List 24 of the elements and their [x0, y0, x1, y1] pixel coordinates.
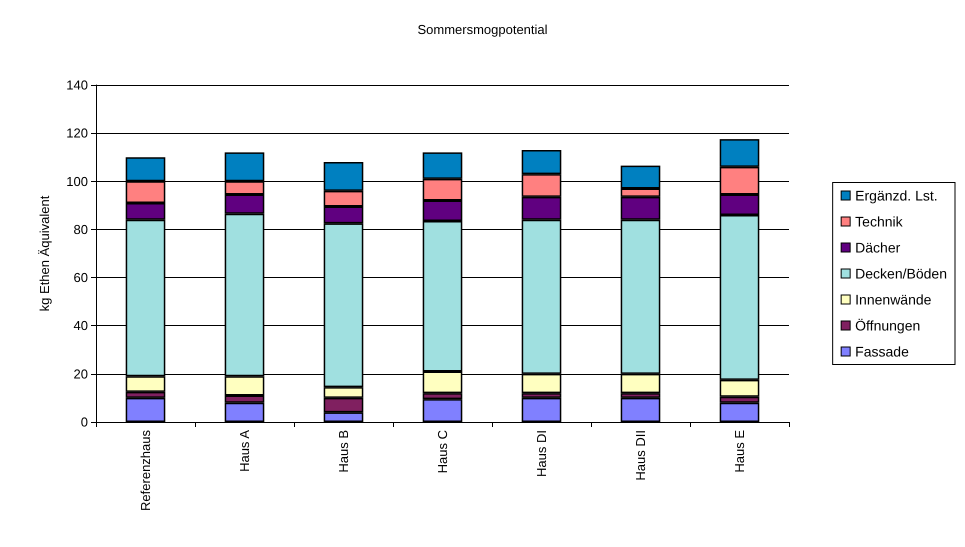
y-tick-label: 140	[66, 78, 88, 92]
legend-label: Innenwände	[855, 292, 932, 308]
y-tick-label: 60	[74, 270, 88, 286]
legend-label: Ergänzd. Lst.	[855, 188, 938, 204]
y-tick-label: 20	[74, 366, 88, 382]
legend-label: Fassade	[855, 344, 910, 360]
y-tick-label: 80	[74, 222, 88, 237]
legend-label: Öffnungen	[855, 318, 920, 334]
x-tick-label: Haus B	[336, 430, 351, 473]
y-axis-title: kg Ethen Äquivalent	[37, 195, 52, 312]
y-tick-label: 120	[66, 126, 88, 141]
y-tick-label: 100	[66, 174, 88, 189]
x-tick-label: Haus E	[732, 430, 747, 473]
x-tick-label: Haus A	[237, 430, 252, 472]
y-tick-label: 40	[74, 318, 88, 334]
x-tick-label: Referenzhaus	[138, 430, 153, 511]
y-tick-label: 0	[80, 414, 88, 430]
x-tick-label: Haus DII	[633, 430, 648, 481]
x-tick-label: Haus DI	[534, 430, 549, 477]
legend-label: Technik	[855, 214, 904, 230]
legend-label: Decken/Böden	[855, 266, 948, 282]
x-tick-label: Haus C	[435, 430, 450, 474]
legend-label: Dächer	[855, 240, 901, 256]
chart-title: Sommersmogpotential	[417, 22, 548, 37]
